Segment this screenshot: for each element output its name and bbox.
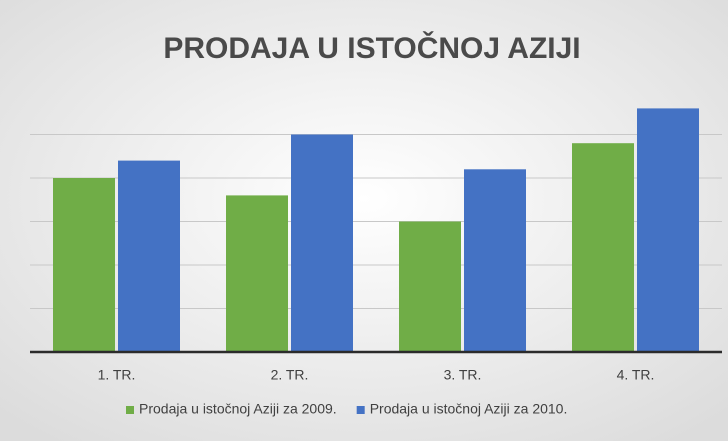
x-tick-label: 1. TR. bbox=[98, 367, 136, 383]
bar bbox=[291, 134, 353, 352]
chart-title: PRODAJA U ISTOČNOJ AZIJI bbox=[163, 31, 580, 65]
bar bbox=[637, 108, 699, 353]
bar bbox=[53, 178, 115, 352]
legend-label: Prodaja u istočnoj Aziji za 2010. bbox=[370, 401, 568, 417]
bar bbox=[118, 160, 180, 352]
bar bbox=[399, 221, 461, 352]
legend-swatch bbox=[126, 406, 134, 414]
x-tick-label: 3. TR. bbox=[444, 367, 482, 383]
legend-label: Prodaja u istočnoj Aziji za 2009. bbox=[139, 401, 337, 417]
x-tick-label: 4. TR. bbox=[617, 367, 655, 383]
bar bbox=[226, 195, 288, 352]
bar bbox=[572, 143, 634, 352]
bar bbox=[464, 169, 526, 352]
x-tick-label: 2. TR. bbox=[271, 367, 309, 383]
legend-swatch bbox=[356, 406, 365, 414]
